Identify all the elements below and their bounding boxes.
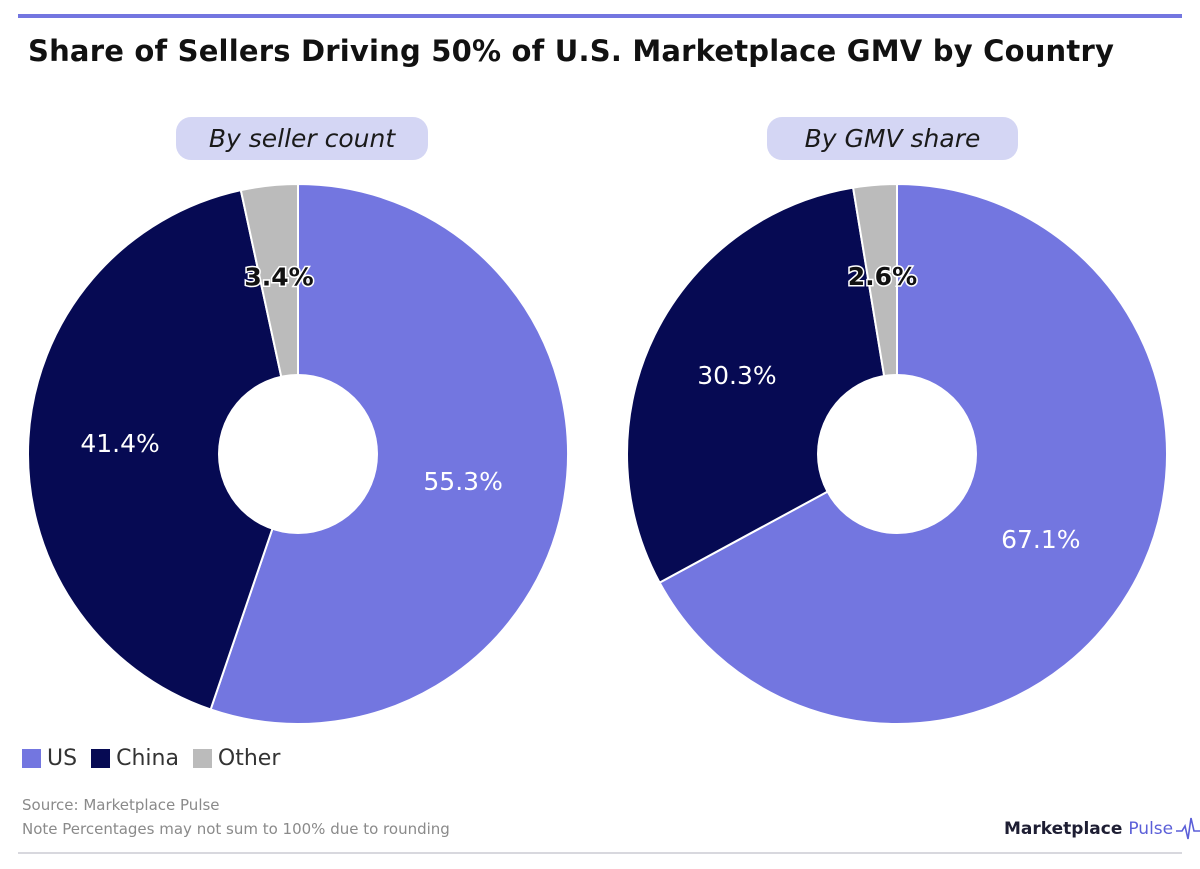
pulse-line-icon [1176,817,1200,840]
brand-name: Marketplace [1004,819,1123,839]
legend: US China Other [22,746,280,771]
slice-label-0-other: 3.4% [244,262,313,291]
footnote: Source: Marketplace Pulse Note Percentag… [22,793,450,841]
slice-label-1-china: 30.3% [697,361,776,390]
legend-swatch-other [192,749,212,768]
subtitle-seller-count: By seller count [176,117,428,160]
legend-swatch-china [91,749,111,768]
top-accent-rule [18,14,1182,18]
slice-label-0-us: 55.3% [423,467,502,496]
brand-logo: Marketplace Pulse [1004,816,1200,842]
legend-label-china: China [116,746,179,771]
legend-label-other: Other [217,746,281,771]
legend-item-us: US [22,746,77,771]
bottom-rule [18,852,1182,854]
subtitle-gmv-share: By GMV share [767,117,1018,160]
chart-title: Share of Sellers Driving 50% of U.S. Mar… [28,34,1115,68]
slice-label-0-china: 41.4% [80,429,159,458]
slice-label-1-other: 2.6% [848,262,917,291]
legend-swatch-us [22,749,41,768]
slice-label-1-us: 67.1% [1001,525,1080,554]
legend-label-us: US [47,746,78,771]
donut-hole-0 [218,374,378,534]
note-text: Note Percentages may not sum to 100% due… [22,820,450,838]
brand-accent-word: Pulse [1128,819,1174,839]
legend-item-other: Other [192,746,281,771]
legend-item-china: China [91,746,179,771]
slice-0-us [209,182,569,725]
donut-hole-1 [817,374,977,534]
slice-0-china [27,188,300,711]
source-text: Source: Marketplace Pulse [22,796,220,814]
